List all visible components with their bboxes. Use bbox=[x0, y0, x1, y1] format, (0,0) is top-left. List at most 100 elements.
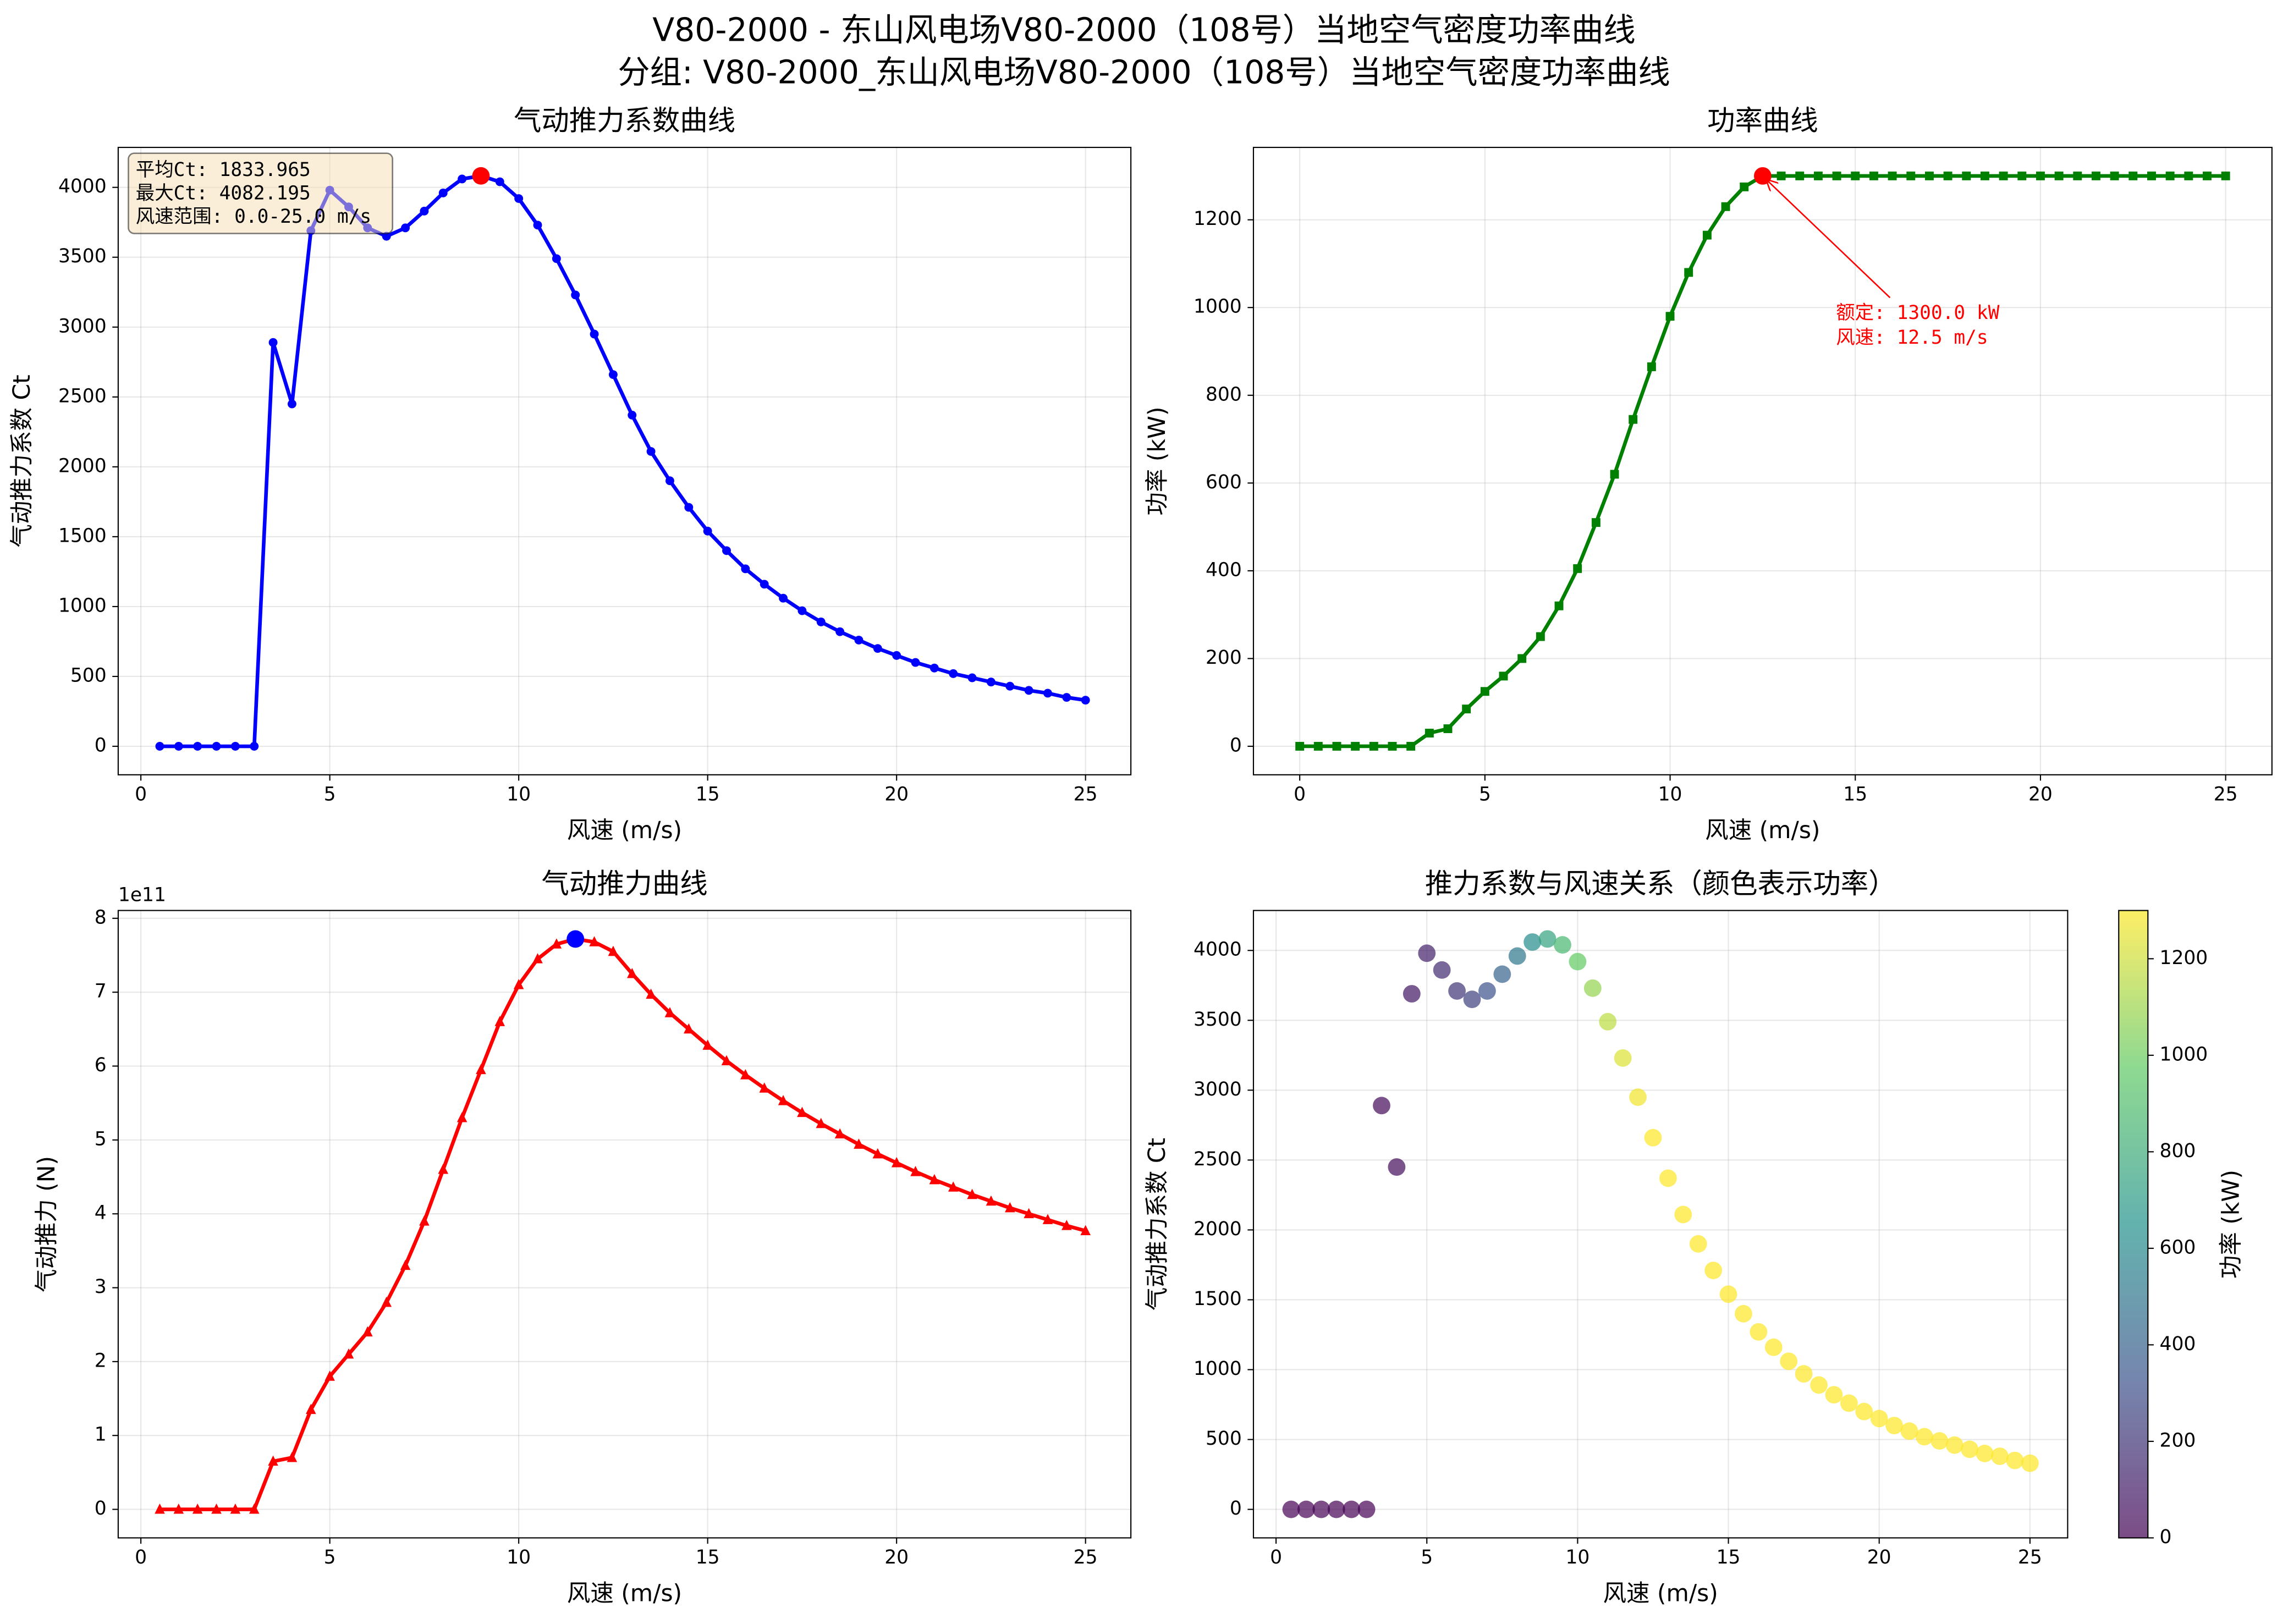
marker bbox=[967, 1188, 977, 1199]
scatter-point bbox=[1961, 1440, 1979, 1458]
scatter-point bbox=[1855, 1402, 1873, 1421]
y-tick-label: 4000 bbox=[1194, 939, 1242, 961]
marker bbox=[1332, 742, 1341, 751]
y-tick-label: 3500 bbox=[58, 245, 107, 267]
marker bbox=[702, 1039, 713, 1050]
subplot-title: 气动推力系数曲线 bbox=[514, 104, 735, 136]
marker bbox=[494, 1016, 505, 1026]
marker bbox=[626, 967, 637, 978]
marker bbox=[759, 1082, 769, 1093]
x-tick-label: 25 bbox=[1074, 783, 1098, 805]
marker bbox=[910, 1165, 921, 1176]
marker bbox=[230, 742, 240, 751]
marker bbox=[324, 1370, 335, 1381]
y-tick-label: 7 bbox=[95, 981, 107, 1003]
marker bbox=[834, 1128, 845, 1139]
marker bbox=[1832, 171, 1841, 180]
axes-frame bbox=[117, 910, 1132, 1539]
marker bbox=[986, 1195, 997, 1206]
scatter-point bbox=[1810, 1376, 1828, 1394]
x-tick-label: 15 bbox=[696, 1546, 720, 1568]
scatter-point bbox=[1900, 1422, 1918, 1440]
marker bbox=[1999, 171, 2008, 180]
marker bbox=[1943, 171, 1953, 180]
marker bbox=[1388, 742, 1397, 751]
marker bbox=[438, 1163, 449, 1174]
y-tick-label: 1000 bbox=[1194, 1358, 1242, 1380]
marker bbox=[420, 206, 429, 216]
marker bbox=[891, 1157, 902, 1168]
y-tick-label: 2500 bbox=[58, 385, 107, 407]
axes-frame bbox=[1252, 146, 2273, 775]
marker bbox=[779, 593, 788, 603]
marker bbox=[192, 1503, 203, 1514]
marker bbox=[2203, 171, 2212, 180]
y-tick-label: 6 bbox=[95, 1054, 107, 1076]
figure-title: 分组: V80-2000_东山风电场V80-2000（108号）当地空气密度功率… bbox=[618, 53, 1670, 91]
scatter-point bbox=[1478, 982, 1496, 1000]
stats-text: 平均Ct: 1833.965 bbox=[136, 159, 311, 181]
x-tick-label: 15 bbox=[1717, 1546, 1741, 1568]
marker bbox=[268, 1455, 278, 1466]
x-axis-label: 风速 (m/s) bbox=[1603, 1580, 1718, 1607]
scatter-point bbox=[1991, 1447, 2009, 1465]
marker bbox=[2147, 171, 2156, 180]
scatter-point bbox=[1433, 961, 1451, 979]
marker bbox=[664, 1007, 675, 1017]
marker bbox=[155, 1503, 165, 1514]
subplot: 功率曲线 0 5 10 15 20 25 0 200 400 600 800 1000 1200 风速 (m… bbox=[1144, 104, 2273, 844]
stats-text: 最大Ct: 4082.195 bbox=[136, 182, 311, 204]
marker bbox=[949, 669, 958, 678]
y-tick-label: 200 bbox=[1206, 647, 1242, 669]
x-tick-label: 20 bbox=[1867, 1546, 1891, 1568]
colorbar bbox=[2118, 910, 2149, 1539]
y-tick-label: 1500 bbox=[1194, 1288, 1242, 1310]
marker bbox=[2054, 171, 2064, 180]
scatter-point bbox=[1373, 1097, 1390, 1115]
marker bbox=[1795, 171, 1805, 180]
marker bbox=[854, 1138, 864, 1149]
marker bbox=[552, 254, 561, 263]
y-tick-label: 400 bbox=[1206, 559, 1242, 581]
marker bbox=[1740, 182, 1749, 191]
marker bbox=[1042, 1214, 1053, 1224]
marker bbox=[721, 1055, 732, 1066]
axes-frame bbox=[1252, 910, 2069, 1539]
scatter-point bbox=[1750, 1323, 1768, 1341]
y-offset-label: 1e11 bbox=[118, 884, 166, 906]
marker bbox=[2110, 171, 2119, 180]
marker bbox=[1591, 518, 1601, 527]
scatter-point bbox=[1689, 1235, 1707, 1253]
marker bbox=[1629, 415, 1638, 424]
scatter-point bbox=[1312, 1500, 1330, 1518]
scatter-point bbox=[1524, 933, 1542, 951]
scatter-point bbox=[1282, 1500, 1300, 1518]
y-tick-label: 500 bbox=[70, 664, 107, 686]
marker bbox=[1043, 689, 1052, 698]
marker bbox=[703, 526, 712, 536]
y-tick-label: 4 bbox=[95, 1202, 107, 1224]
marker bbox=[2184, 171, 2193, 180]
marker bbox=[1573, 564, 1582, 573]
y-tick-label: 600 bbox=[1206, 471, 1242, 493]
marker bbox=[1081, 696, 1090, 705]
scatter-point bbox=[1569, 953, 1587, 971]
scatter-point bbox=[1493, 965, 1511, 983]
x-tick-label: 10 bbox=[507, 1546, 531, 1568]
y-tick-label: 3000 bbox=[58, 315, 107, 337]
y-axis-label: 气动推力系数 Ct bbox=[1144, 1138, 1171, 1311]
y-tick-label: 1200 bbox=[1194, 208, 1242, 230]
marker bbox=[608, 370, 618, 379]
marker bbox=[873, 644, 882, 653]
y-tick-label: 4000 bbox=[58, 175, 107, 197]
marker bbox=[2017, 171, 2027, 180]
scatter-point bbox=[1327, 1500, 1345, 1518]
marker bbox=[381, 1296, 392, 1307]
scatter-point bbox=[1357, 1500, 1376, 1518]
data-line bbox=[160, 937, 1086, 1511]
colorbar-label: 功率 (kW) bbox=[2218, 1170, 2245, 1279]
marker bbox=[250, 742, 259, 751]
x-tick-label: 20 bbox=[884, 783, 909, 805]
subplot-title: 功率曲线 bbox=[1707, 104, 1818, 136]
scatter-point bbox=[1538, 930, 1557, 948]
